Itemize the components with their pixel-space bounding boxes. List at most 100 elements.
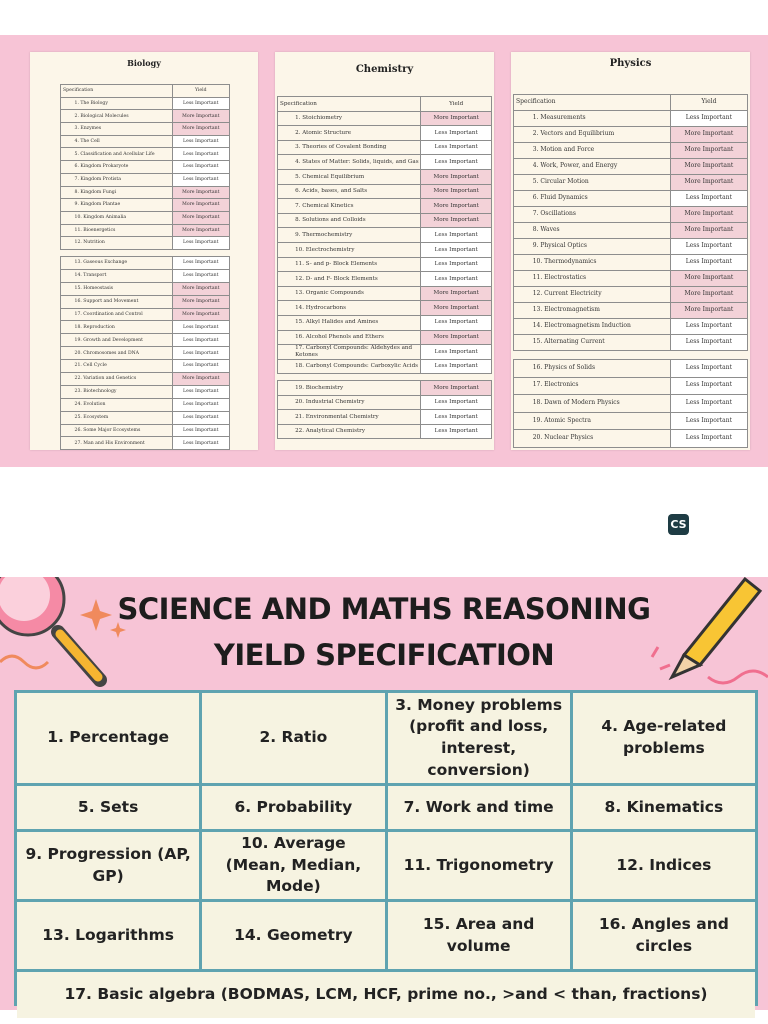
spec-row: 6. Fluid Dynamics Less Important <box>513 190 749 207</box>
yield: More Important <box>171 294 231 309</box>
topic: 10. Electrochemistry <box>276 241 422 258</box>
spec-row: 18. Dawn of Modern Physics Less Important <box>513 394 749 413</box>
spec-row: 15. Alkyl Halides and Amines Less Importa… <box>276 314 492 331</box>
spec-row: 5. Classification and Acellular Life Less… <box>60 147 231 162</box>
yield: Less Important <box>669 190 749 207</box>
topic: 2. Biological Molecules <box>60 109 173 124</box>
yield: More Important <box>669 142 749 159</box>
subject-card: Physics Specification Yield 1. Measurements… <box>511 52 750 450</box>
spec-row: 22. Variation and Genetics More Important <box>60 372 231 386</box>
subject-card: Biology Specification Yield 1. The Biology L… <box>30 52 258 451</box>
topic: 13. Gaseous Exchange <box>60 256 173 270</box>
yield: Less Important <box>669 318 749 335</box>
spec-row: 3. Theories of Covalent Bonding Less Impo… <box>276 139 492 156</box>
spec-row: 15. Alternating Current Less Important <box>513 334 749 351</box>
spec-row: 3. Enzymes More Important <box>60 122 231 136</box>
yield: Less Important <box>171 397 231 412</box>
topic: 16. Alcohol Phenols and Ethers <box>276 329 422 346</box>
yield: Less Important <box>171 384 231 399</box>
spec-row: 2. Vectors and Equilibrium More Important <box>513 126 749 143</box>
topic: 1. The Biology <box>60 96 173 111</box>
yield: Less Important <box>171 359 231 374</box>
spec-row: 4. States of Matter: Solids, liquids, an… <box>276 154 492 170</box>
topic: 1. Measurements <box>513 110 671 127</box>
yield: Less Important <box>171 256 231 270</box>
spec-row: 9. Kingdom Plantae More Important <box>60 198 231 212</box>
spec-row: 7. Kingdom Protista Less Important <box>60 172 231 187</box>
yield: Less Important <box>669 394 749 413</box>
maths-cell: 12. Indices <box>572 832 755 899</box>
logo: CS <box>668 514 689 535</box>
yield: Less Important <box>171 147 231 162</box>
topic: 11. Electrostatics <box>513 270 671 287</box>
spec-row: 21. Environmental Chemistry Less Importan… <box>276 409 492 425</box>
yield: Less Important <box>420 358 492 375</box>
yield: More Important <box>171 307 231 322</box>
yield: Less Important <box>420 256 492 273</box>
maths-cell: 15. Area and volume <box>387 902 570 969</box>
spec-row: 18. Reproduction Less Important <box>60 320 231 335</box>
topic: 1. Stoichiometry <box>276 110 422 127</box>
topic: 6. Kingdom Prokaryote <box>60 160 173 174</box>
topic: 4. The Cell <box>60 134 173 149</box>
topic: 22. Variation and Genetics <box>60 372 173 386</box>
yield: More Important <box>669 302 749 319</box>
yield: Less Important <box>420 409 492 425</box>
maths-title: SCIENCE AND MATHS REASONING <box>117 592 651 626</box>
yield: More Important <box>420 212 492 229</box>
spec-row: 19. Growth and Development Less Important <box>60 333 231 348</box>
spec-row: 2. Biological Molecules More Important <box>60 109 231 124</box>
spec-row: 14. Transport Less Important <box>60 268 231 283</box>
yield: Less Important <box>420 139 492 156</box>
spec-row: 6. Acids, bases, and Salts More Important <box>276 183 492 200</box>
spec-row: 19. Biochemistry More Important <box>276 380 492 396</box>
topic: 19. Atomic Spectra <box>513 411 671 431</box>
yield: More Important <box>669 286 749 303</box>
header-row: Specification Yield <box>513 94 749 111</box>
topic: 25. Ecosystem <box>60 410 173 425</box>
topic: 16. Physics of Solids <box>513 359 671 378</box>
topic: 2. Atomic Structure <box>276 125 422 141</box>
topic: 13. Electromagnetism <box>513 302 671 319</box>
decorations <box>0 577 768 687</box>
yield: Less Important <box>420 241 492 258</box>
spec-row: 25. Ecosystem Less Important <box>60 410 231 425</box>
spec-row: 5. Circular Motion More Important <box>513 174 749 191</box>
topic: 5. Classification and Acellular Life <box>60 147 173 162</box>
topic: 14. Hydrocarbons <box>276 300 422 316</box>
spec-row: 11. S- and p- Block Elements Less Importa… <box>276 256 492 273</box>
yield: Less Important <box>669 411 749 431</box>
yield: More Important <box>171 223 231 238</box>
yield: Less Important <box>171 236 231 250</box>
yield: Less Important <box>171 134 231 149</box>
topic: 11. S- and p- Block Elements <box>276 256 422 273</box>
yield: Less Important <box>669 254 749 271</box>
header-cell: Specification <box>513 94 671 111</box>
spec-row: 13. Organic Compounds More Important <box>276 285 492 302</box>
topic: 19. Biochemistry <box>276 380 422 396</box>
topic: 8. Waves <box>513 222 671 239</box>
spec-row: 20. Industrial Chemistry Less Important <box>276 394 492 411</box>
maths-cell: 14. Geometry <box>202 902 385 969</box>
maths-title: YIELD SPECIFICATION <box>213 638 555 672</box>
spec-row: 9. Physical Optics Less Important <box>513 238 749 255</box>
yield: Less Important <box>171 346 231 361</box>
spec-row: 12. Nutrition Less Important <box>60 236 231 250</box>
yield: More Important <box>420 380 492 396</box>
spec-row: 1. The Biology Less Important <box>60 96 231 111</box>
topic: 7. Kingdom Protista <box>60 172 173 187</box>
spec-row: 17. Carbonyl Compounds: Aldehydes and Ke… <box>276 344 492 360</box>
topic: 14. Transport <box>60 268 173 283</box>
spec-row: 4. The Cell Less Important <box>60 134 231 149</box>
yield: Less Important <box>420 154 492 170</box>
topic: 11. Bioenergetics <box>60 223 173 238</box>
topic: 15. Homeostasis <box>60 281 173 296</box>
topic: 8. Solutions and Colloids <box>276 212 422 229</box>
header-cell: Specification <box>60 84 173 98</box>
topic: 18. Carbonyl Compounds: Carboxylic Acids <box>276 358 422 375</box>
topic: 15. Alkyl Halides and Amines <box>276 314 422 331</box>
topic: 23. Biotechnology <box>60 384 173 399</box>
card-title: Biology <box>127 58 161 68</box>
yield: Less Important <box>669 429 749 448</box>
